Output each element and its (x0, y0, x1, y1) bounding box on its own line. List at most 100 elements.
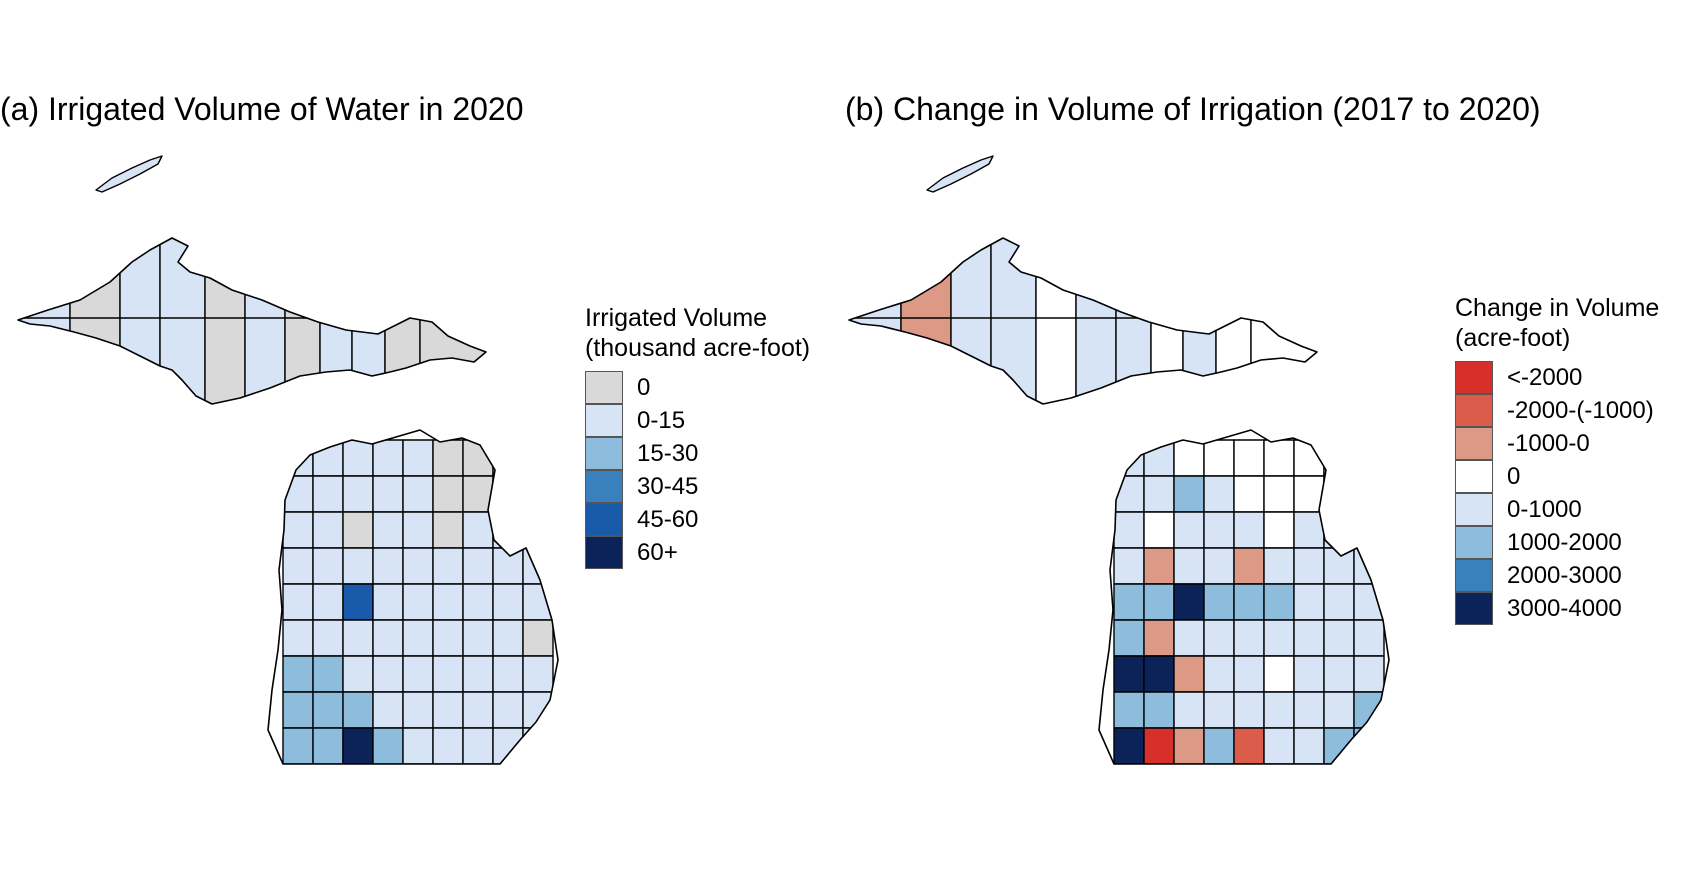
county (402, 619, 434, 657)
legend-title-line: Irrigated Volume (585, 304, 768, 332)
county (1293, 619, 1325, 657)
county (1233, 727, 1265, 764)
county (1143, 439, 1175, 477)
county (282, 547, 314, 585)
county (1143, 619, 1175, 657)
county (1203, 547, 1235, 585)
legend-item: 0 (1455, 460, 1659, 493)
county (402, 547, 434, 585)
county (1143, 727, 1175, 764)
county (1263, 691, 1295, 729)
county (900, 238, 952, 404)
legend-swatch (585, 437, 623, 470)
county (1353, 727, 1385, 764)
county (522, 583, 554, 621)
legend-item: -1000-0 (1455, 427, 1659, 460)
county (1143, 547, 1175, 585)
county (119, 238, 161, 404)
county (402, 583, 434, 621)
county (1293, 547, 1325, 585)
county (1293, 511, 1325, 549)
county (372, 691, 404, 729)
legend: Change in Volume (acre-foot) <-2000 -2000… (1455, 293, 1659, 625)
county (1215, 238, 1252, 404)
legend-swatch (1455, 559, 1493, 592)
county (402, 439, 434, 477)
county (492, 619, 524, 657)
county (1263, 583, 1295, 621)
county (1293, 691, 1325, 729)
county (312, 691, 344, 729)
county (1182, 238, 1217, 404)
county (492, 691, 524, 729)
legend-swatch (1455, 460, 1493, 493)
panel-title: (a) Irrigated Volume of Water in 2020 (0, 91, 524, 127)
county (1173, 619, 1205, 657)
county (312, 619, 344, 657)
legend-swatch (585, 503, 623, 536)
county (1263, 727, 1295, 764)
county (402, 511, 434, 549)
county (1293, 655, 1325, 693)
county (522, 511, 554, 549)
county (312, 727, 344, 764)
county (462, 727, 494, 764)
county (1263, 511, 1295, 549)
county (1353, 691, 1385, 729)
county (1203, 475, 1235, 513)
county (432, 727, 464, 764)
county (342, 583, 374, 621)
county (419, 238, 486, 404)
county (159, 238, 206, 404)
county (1143, 691, 1175, 729)
county (492, 727, 524, 764)
county (319, 238, 353, 404)
county (1293, 583, 1325, 621)
county (312, 655, 344, 693)
county (372, 727, 404, 764)
legend-label: 45-60 (637, 505, 699, 533)
county (1173, 511, 1205, 549)
county (432, 439, 464, 477)
county (342, 727, 374, 764)
county (462, 511, 494, 549)
county (950, 238, 992, 404)
county (342, 619, 374, 657)
county (342, 475, 374, 513)
legend-label: 15-30 (637, 439, 699, 467)
county (849, 238, 902, 404)
county (1293, 727, 1325, 764)
county (1250, 238, 1317, 404)
county (432, 619, 464, 657)
county (1323, 475, 1355, 513)
county (1173, 547, 1205, 585)
county (1203, 583, 1235, 621)
michigan-county-map (17, 155, 559, 765)
county (402, 475, 434, 513)
legend-item: <-2000 (1455, 361, 1659, 394)
county (1113, 727, 1145, 764)
county (1203, 727, 1235, 764)
panel-title: (b) Change in Volume of Irrigation (2017… (845, 91, 1541, 127)
legend-swatch (1455, 526, 1493, 559)
county (462, 619, 494, 657)
legend-items: 0 0-15 15-30 30-45 45-60 60+ (585, 371, 810, 569)
county (342, 691, 374, 729)
county (1263, 547, 1295, 585)
county (372, 619, 404, 657)
legend-title-line: (thousand acre-foot) (585, 334, 811, 362)
legend-label: 0 (1507, 462, 1521, 490)
county (1233, 619, 1265, 657)
county (372, 655, 404, 693)
county (1143, 511, 1175, 549)
legend-swatch (1455, 427, 1493, 460)
county (204, 238, 246, 404)
county (1263, 655, 1295, 693)
legend-label: 0 (637, 373, 651, 401)
county (1203, 691, 1235, 729)
county (95, 155, 163, 193)
county (1113, 547, 1145, 585)
county (1233, 511, 1265, 549)
legend-item: 0 (585, 371, 810, 404)
